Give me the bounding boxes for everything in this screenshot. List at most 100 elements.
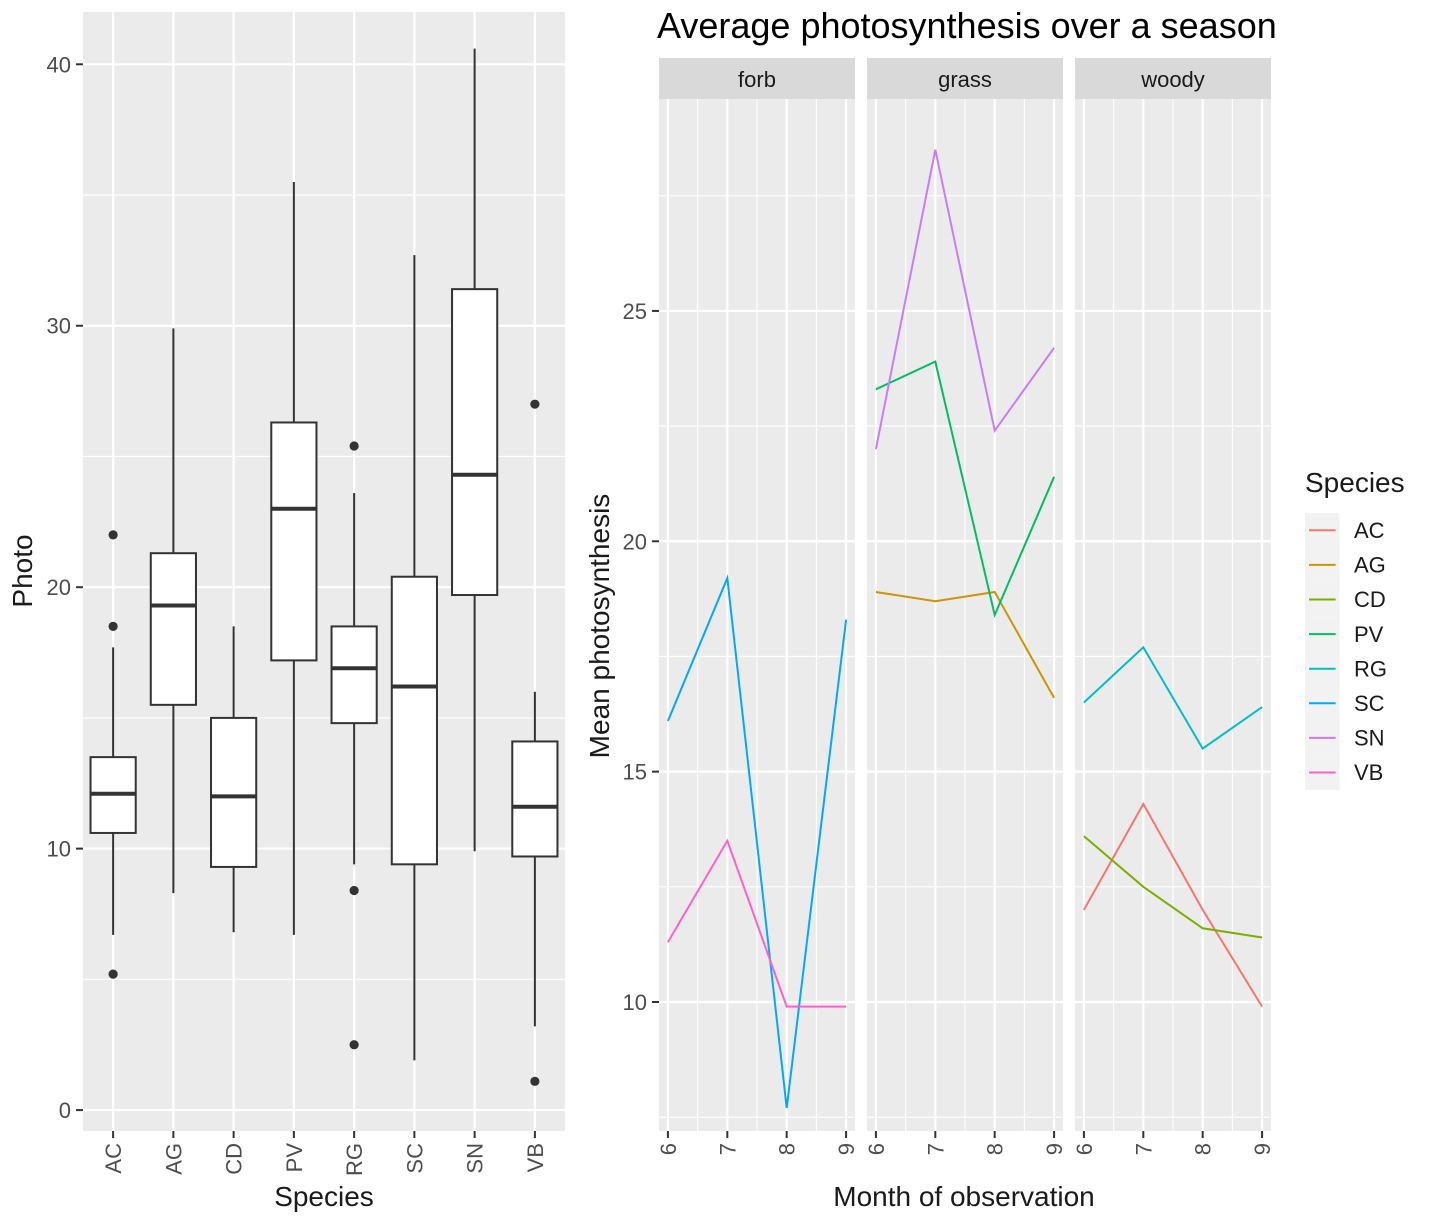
legend: Species AC AG CD PV RG SC SN VB — [1305, 467, 1405, 790]
facet-strip-label: woody — [1140, 67, 1205, 92]
facet-grass: grass 6 7 8 9 — [864, 58, 1067, 1155]
y-tick-label: 25 — [623, 299, 647, 324]
facet-strip — [659, 58, 855, 99]
legend-label: RG — [1354, 656, 1387, 681]
legend-label: AC — [1354, 518, 1385, 543]
facet-woody: woody 6 7 8 9 — [1072, 58, 1275, 1155]
facet-forb: forb 6 7 8 9 — [656, 58, 859, 1155]
iqr-box — [390, 575, 438, 866]
outlier-point — [108, 621, 118, 632]
facet-strip — [867, 58, 1063, 99]
x-tick-label: AC — [101, 1143, 126, 1174]
series-line-SN — [874, 149, 1055, 450]
x-tick-label: 7 — [923, 1143, 948, 1155]
y-tick-label: 30 — [47, 314, 71, 339]
legend-title: Species — [1305, 467, 1405, 498]
y-tick-label: 0 — [59, 1098, 71, 1123]
x-tick-label: 9 — [1042, 1143, 1067, 1155]
y-tick-label: 15 — [623, 760, 647, 785]
line-chart-y-axis-title: Mean photosynthesis — [584, 494, 615, 759]
legend-label: SN — [1354, 726, 1385, 751]
x-tick-label: SN — [463, 1143, 488, 1174]
x-tick-label: PV — [282, 1143, 307, 1173]
x-tick-label: 6 — [864, 1143, 889, 1155]
box-SC — [390, 255, 438, 1061]
line-chart: Average photosynthesis over a season for… — [584, 5, 1405, 1212]
x-tick-label: CD — [222, 1143, 247, 1175]
series-line-PV — [875, 360, 1056, 619]
y-tick-label: 10 — [623, 990, 647, 1015]
x-tick-label: 7 — [1131, 1143, 1156, 1155]
legend-label: CD — [1354, 587, 1386, 612]
legend-items: AC AG CD PV RG SC SN VB — [1305, 513, 1387, 790]
line-chart-facets: forb 6 7 8 9 grass 6 7 8 9 woody 6 7 8 9 — [656, 58, 1275, 1155]
legend-item-SC: SC — [1305, 686, 1385, 721]
legend-label: AG — [1354, 553, 1386, 578]
x-tick-label: VB — [523, 1143, 548, 1172]
series-line-VB — [667, 838, 847, 1008]
facet-strip-label: forb — [738, 67, 776, 92]
box-AC — [89, 530, 137, 979]
box-CD — [210, 626, 258, 933]
box-plot-y-axis-title: Photo — [7, 534, 38, 607]
legend-item-AC: AC — [1305, 513, 1385, 548]
outlier-point — [349, 1040, 359, 1050]
x-tick-label: 8 — [1191, 1143, 1216, 1155]
outlier-point — [349, 441, 359, 451]
x-tick-label: RG — [342, 1143, 367, 1176]
box-plot-x-axis-title: Species — [274, 1181, 374, 1212]
x-tick-label: SC — [402, 1143, 427, 1174]
legend-label: SC — [1354, 691, 1385, 716]
x-tick-label: 6 — [656, 1143, 681, 1155]
series-line-AC — [1083, 801, 1263, 1008]
outlier-point — [530, 1076, 540, 1086]
facet-strip — [1075, 58, 1271, 99]
outlier-point — [108, 969, 118, 979]
box-plot-y-axis: 0 10 20 30 40 — [47, 52, 83, 1123]
x-tick-label: AG — [161, 1143, 186, 1175]
series-line-SC — [666, 574, 848, 1109]
series-line-RG — [1083, 645, 1263, 751]
legend-item-SN: SN — [1305, 720, 1385, 756]
legend-label: VB — [1354, 760, 1383, 785]
box-plot-chart: 0 10 20 30 40 AC AG CD PV RG SC SN VB Species Photo — [7, 12, 565, 1212]
x-tick-label: 9 — [1250, 1143, 1275, 1155]
line-chart-y-axis: 10 15 20 25 — [623, 299, 659, 1015]
box-SN — [451, 48, 499, 852]
box-plot-marks — [89, 48, 559, 1086]
iqr-box — [210, 716, 258, 868]
box-PV — [270, 181, 318, 935]
series-line-AG — [875, 590, 1055, 699]
legend-label: PV — [1354, 622, 1384, 647]
iqr-box — [451, 288, 499, 597]
legend-item-AG: AG — [1305, 547, 1386, 583]
line-chart-x-axis-title: Month of observation — [833, 1181, 1095, 1212]
box-VB — [511, 399, 559, 1086]
iqr-box — [149, 552, 197, 706]
box-RG — [330, 441, 378, 1050]
legend-item-PV: PV — [1305, 616, 1384, 652]
iqr-box — [330, 625, 378, 725]
box-AG — [149, 328, 197, 894]
box-plot-x-axis: AC AG CD PV RG SC SN VB — [101, 1131, 548, 1176]
facet-strip-label: grass — [938, 67, 992, 92]
line-chart-title: Average photosynthesis over a season — [657, 5, 1277, 46]
outlier-point — [349, 885, 359, 896]
x-tick-label: 8 — [983, 1143, 1008, 1155]
x-tick-label: 8 — [775, 1143, 800, 1155]
y-tick-label: 20 — [47, 575, 71, 600]
legend-item-RG: RG — [1305, 651, 1387, 686]
y-tick-label: 40 — [47, 52, 71, 77]
iqr-box — [270, 421, 318, 662]
outlier-point — [108, 530, 118, 540]
outlier-point — [530, 399, 540, 409]
y-tick-label: 10 — [47, 837, 71, 862]
series-line-CD — [1083, 835, 1263, 939]
x-tick-label: 6 — [1072, 1143, 1097, 1155]
legend-item-CD: CD — [1305, 582, 1386, 617]
legend-item-VB: VB — [1305, 755, 1383, 790]
x-tick-label: 7 — [715, 1143, 740, 1155]
x-tick-label: 9 — [834, 1143, 859, 1155]
iqr-box — [511, 740, 559, 858]
